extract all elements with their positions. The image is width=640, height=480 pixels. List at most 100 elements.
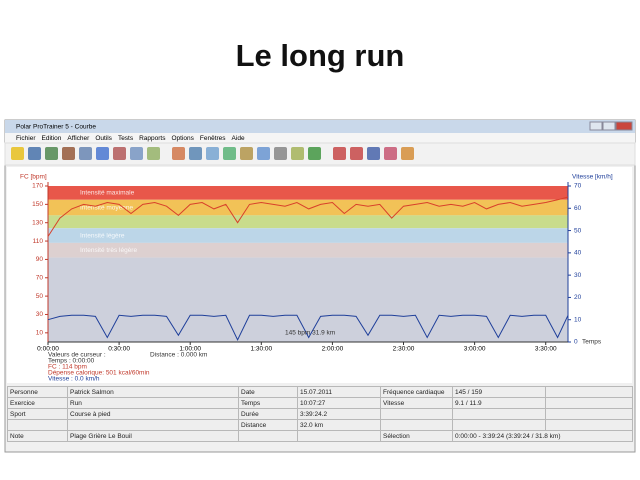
y2-axis-label: Vitesse [km/h] xyxy=(572,174,613,181)
menu-item[interactable]: Edition xyxy=(42,135,62,142)
cursor-value: Dépense calorique: 501 kcal/60min xyxy=(48,370,150,377)
zone-band xyxy=(48,257,568,342)
table-cell: 10:07:27 xyxy=(297,397,381,409)
toolbar-button[interactable] xyxy=(206,147,219,160)
table-cell xyxy=(452,419,546,431)
menu-item[interactable]: Fenêtres xyxy=(200,135,226,142)
table-cell: 3:39:24.2 xyxy=(297,408,381,420)
table-cell: Note xyxy=(7,430,68,442)
toolbar-button[interactable] xyxy=(291,147,304,160)
toolbar-button[interactable] xyxy=(274,147,287,160)
x-tick-label: 0:00:00 xyxy=(37,346,59,353)
toolbar-button[interactable] xyxy=(401,147,414,160)
toolbar-button[interactable] xyxy=(79,147,92,160)
toolbar-button[interactable] xyxy=(45,147,58,160)
table-cell: Patrick Salmon xyxy=(67,386,239,398)
y2-tick-label: 50 xyxy=(574,227,582,234)
table-cell: 9.1 / 11.9 xyxy=(452,397,546,409)
y-tick-label: 130 xyxy=(32,219,43,226)
toolbar-button[interactable] xyxy=(223,147,236,160)
table-cell xyxy=(545,397,633,409)
y-axis-label: FC [bpm] xyxy=(20,174,47,181)
zone-band xyxy=(48,186,568,200)
zone-band xyxy=(48,199,568,216)
menu-item[interactable]: Fichier xyxy=(16,135,36,142)
toolbar-button[interactable] xyxy=(257,147,270,160)
table-cell: Sélection xyxy=(380,430,453,442)
cursor-value: FC : 114 bpm xyxy=(48,364,87,371)
y-tick-label: 30 xyxy=(36,311,44,318)
toolbar-button[interactable] xyxy=(11,147,24,160)
table-row: Exercice Run Temps 10:07:27 Vitesse 9.1 / 11.… xyxy=(7,397,633,409)
cursor-value: Valeurs de curseur : xyxy=(48,352,106,359)
toolbar-button[interactable] xyxy=(308,147,321,160)
menu-item[interactable]: Aide xyxy=(232,135,245,142)
toolbar-button[interactable] xyxy=(350,147,363,160)
toolbar-button[interactable] xyxy=(189,147,202,160)
cursor-value: Temps : 0:00:00 xyxy=(48,358,95,365)
y2-tick-label: 20 xyxy=(574,294,582,301)
y2-tick-label: 60 xyxy=(574,205,582,212)
menu-item[interactable]: Afficher xyxy=(67,135,90,142)
y-tick-label: 10 xyxy=(36,330,44,337)
menu-item[interactable]: Options xyxy=(171,135,194,142)
table-cell xyxy=(452,408,546,420)
menu-item[interactable]: Tests xyxy=(118,135,134,142)
y2-tick-label: 0 xyxy=(574,339,578,346)
maximize-button[interactable] xyxy=(602,121,616,131)
summary-table: Personne Patrick Salmon Date 15.07.2011 Fréq… xyxy=(7,386,633,442)
table-row: Note Plage Grière Le Bouil Sélection 0:00:0… xyxy=(7,430,633,442)
toolbar-button[interactable] xyxy=(62,147,75,160)
table-cell xyxy=(545,386,633,398)
toolbar-button[interactable] xyxy=(367,147,380,160)
toolbar-button[interactable] xyxy=(384,147,397,160)
series-line xyxy=(47,314,569,341)
toolbar-button[interactable] xyxy=(240,147,253,160)
zone-label: Intensité moyenne xyxy=(80,204,134,211)
table-cell xyxy=(297,430,381,442)
y2-tick-label: 30 xyxy=(574,272,582,279)
y2-tick-label: 10 xyxy=(574,316,582,323)
x-tick-label: 2:30:00 xyxy=(393,346,415,353)
slide-title: Le long run xyxy=(235,38,405,73)
table-cell xyxy=(380,408,453,420)
y-tick-label: 150 xyxy=(32,201,43,208)
table-cell xyxy=(238,430,298,442)
toolbar-button[interactable] xyxy=(113,147,126,160)
table-cell xyxy=(67,419,239,431)
menu-item[interactable]: Rapports xyxy=(139,135,166,142)
toolbar-button[interactable] xyxy=(172,147,185,160)
x-tick-label: 2:00:00 xyxy=(322,346,344,353)
zone-band xyxy=(48,242,568,258)
cursor-distance: Distance : 0.000 km xyxy=(150,352,207,359)
toolbar-button[interactable] xyxy=(96,147,109,160)
table-cell: Fréquence cardiaque xyxy=(380,386,453,398)
x-axis-label: Temps xyxy=(582,339,602,346)
zone-band xyxy=(48,215,568,229)
zone-label: Intensité légère xyxy=(80,232,125,239)
table-row: Personne Patrick Salmon Date 15.07.2011 Fréq… xyxy=(7,386,633,398)
table-cell xyxy=(7,419,68,431)
toolbar-button[interactable] xyxy=(333,147,346,160)
table-cell: Date xyxy=(238,386,298,398)
y2-tick-label: 40 xyxy=(574,250,582,257)
table-cell: Personne xyxy=(7,386,68,398)
table-row: Sport Course à pied Durée 3:39:24.2 xyxy=(7,408,633,420)
toolbar-button[interactable] xyxy=(130,147,143,160)
y2-tick-label: 70 xyxy=(574,183,582,190)
menu-item[interactable]: Outils xyxy=(95,135,112,142)
table-cell: Sport xyxy=(7,408,68,420)
table-cell: 145 / 159 xyxy=(452,386,546,398)
cursor-annotation: 145 bpm 31.9 km xyxy=(285,330,335,337)
toolbar-button[interactable] xyxy=(28,147,41,160)
title-bar xyxy=(5,120,635,133)
close-button[interactable] xyxy=(615,121,633,131)
zone-label: Intensité très légère xyxy=(80,247,137,254)
toolbar-button[interactable] xyxy=(147,147,160,160)
minimize-button[interactable] xyxy=(589,121,603,131)
x-tick-label: 3:00:00 xyxy=(464,346,486,353)
table-cell: Durée xyxy=(238,408,298,420)
y-tick-label: 110 xyxy=(33,238,44,245)
